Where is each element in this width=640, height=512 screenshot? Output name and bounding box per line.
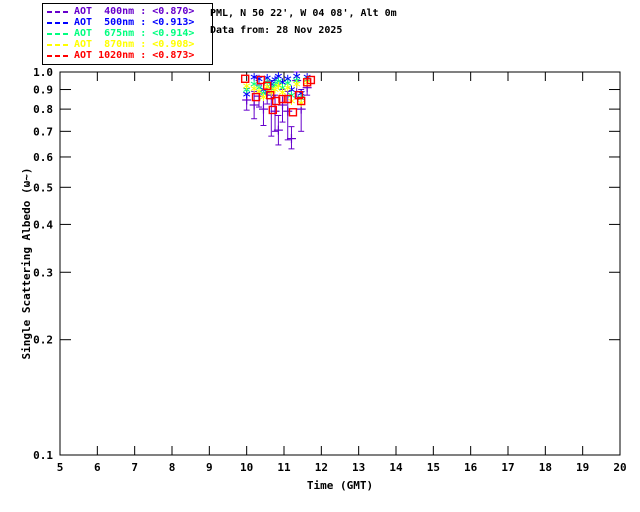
- asterisk-marker: [271, 87, 279, 92]
- x-tick-label: 6: [94, 461, 101, 474]
- legend-item-1020nm: AOT 1020nm : <0.873>: [47, 50, 209, 61]
- legend-dash-line-icon: [47, 10, 70, 13]
- square-marker: [265, 90, 275, 100]
- asterisk-marker: [284, 80, 292, 86]
- x-tick-label: 16: [464, 461, 478, 474]
- square-marker: [240, 74, 250, 83]
- y-tick-label: 0.5: [33, 181, 53, 194]
- asterisk-marker: [243, 91, 251, 97]
- asterisk-marker: [284, 76, 292, 82]
- plot-border: [59, 71, 621, 456]
- legend-item-400nm: AOT 400nm : <0.870>: [47, 6, 209, 17]
- legend-dash-line-icon: [47, 21, 70, 24]
- asterisk-marker: [263, 84, 271, 90]
- x-tick-label: 12: [315, 461, 328, 474]
- site-location-text: PML, N 50 22', W 04 08', Alt 0m: [210, 8, 397, 19]
- legend-dash-line-icon: [47, 43, 70, 46]
- asterisk-marker: [284, 85, 292, 91]
- data-date-text: Data from: 28 Nov 2025: [210, 25, 343, 36]
- y-tick-label: 0.9: [33, 84, 53, 97]
- square-marker: [296, 96, 306, 106]
- square-marker: [283, 94, 292, 104]
- x-tick-label: 8: [169, 461, 176, 474]
- wavelength-legend: AOT 400nm : <0.870> AOT 500nm : <0.913> …: [42, 3, 213, 65]
- square-marker: [263, 81, 272, 91]
- y-tick-label: 0.4: [33, 218, 53, 231]
- legend-dash-line-icon: [47, 32, 70, 35]
- x-tick-label: 7: [131, 461, 138, 474]
- x-tick-label: 20: [613, 461, 626, 474]
- x-tick-label: 9: [206, 461, 213, 474]
- asterisk-marker: [274, 73, 282, 79]
- y-tick-label: 0.8: [33, 103, 53, 116]
- legend-item-675nm: AOT 675nm : <0.914>: [47, 28, 209, 39]
- legend-label: AOT 500nm : <0.913>: [74, 17, 195, 28]
- asterisk-marker: [274, 83, 282, 89]
- x-tick-label: 17: [501, 461, 514, 474]
- x-axis-title: Time (GMT): [307, 479, 373, 492]
- y-axis-title: Single Scattering Albedo (ω~): [20, 167, 33, 359]
- square-marker: [268, 105, 277, 115]
- y-tick-label: 0.7: [33, 125, 53, 138]
- y-tick-label: 0.6: [33, 151, 53, 164]
- x-tick-label: 13: [352, 461, 365, 474]
- x-tick-label: 5: [57, 461, 64, 474]
- x-tick-label: 15: [427, 461, 440, 474]
- asterisk-marker: [250, 81, 258, 87]
- legend-item-870nm: AOT 870nm : <0.908>: [47, 39, 209, 50]
- y-tick-label: 1.0: [33, 66, 53, 79]
- asterisk-marker: [259, 94, 268, 100]
- legend-label: AOT 870nm : <0.908>: [74, 39, 195, 50]
- legend-dash-line-icon: [47, 54, 70, 57]
- asterisk-marker: [243, 83, 251, 89]
- asterisk-marker: [297, 90, 305, 96]
- square-marker: [278, 94, 287, 104]
- legend-label: AOT 675nm : <0.914>: [74, 28, 195, 39]
- x-tick-label: 18: [539, 461, 552, 474]
- x-tick-label: 19: [576, 461, 589, 474]
- y-tick-label: 0.1: [33, 449, 53, 462]
- legend-label: AOT 400nm : <0.870>: [74, 6, 195, 17]
- x-tick-label: 11: [277, 461, 291, 474]
- asterisk-marker: [293, 81, 301, 87]
- y-tick-label: 0.2: [33, 334, 53, 347]
- asterisk-marker: [287, 87, 296, 92]
- square-marker: [288, 108, 298, 117]
- square-marker: [294, 90, 304, 100]
- y-tick-label: 0.3: [33, 266, 53, 279]
- asterisk-marker: [250, 74, 258, 80]
- x-tick-label: 10: [240, 461, 253, 474]
- square-marker: [256, 75, 266, 85]
- asterisk-marker: [250, 86, 258, 92]
- square-marker: [306, 75, 316, 85]
- square-marker: [251, 92, 261, 102]
- legend-label: AOT 1020nm : <0.873>: [74, 50, 195, 61]
- legend-item-500nm: AOT 500nm : <0.913>: [47, 17, 209, 28]
- asterisk-marker: [278, 89, 287, 95]
- asterisk-marker: [255, 88, 263, 94]
- asterisk-marker: [271, 82, 279, 88]
- asterisk-marker: [293, 73, 301, 79]
- x-tick-label: 14: [389, 461, 403, 474]
- asterisk-marker: [274, 78, 282, 84]
